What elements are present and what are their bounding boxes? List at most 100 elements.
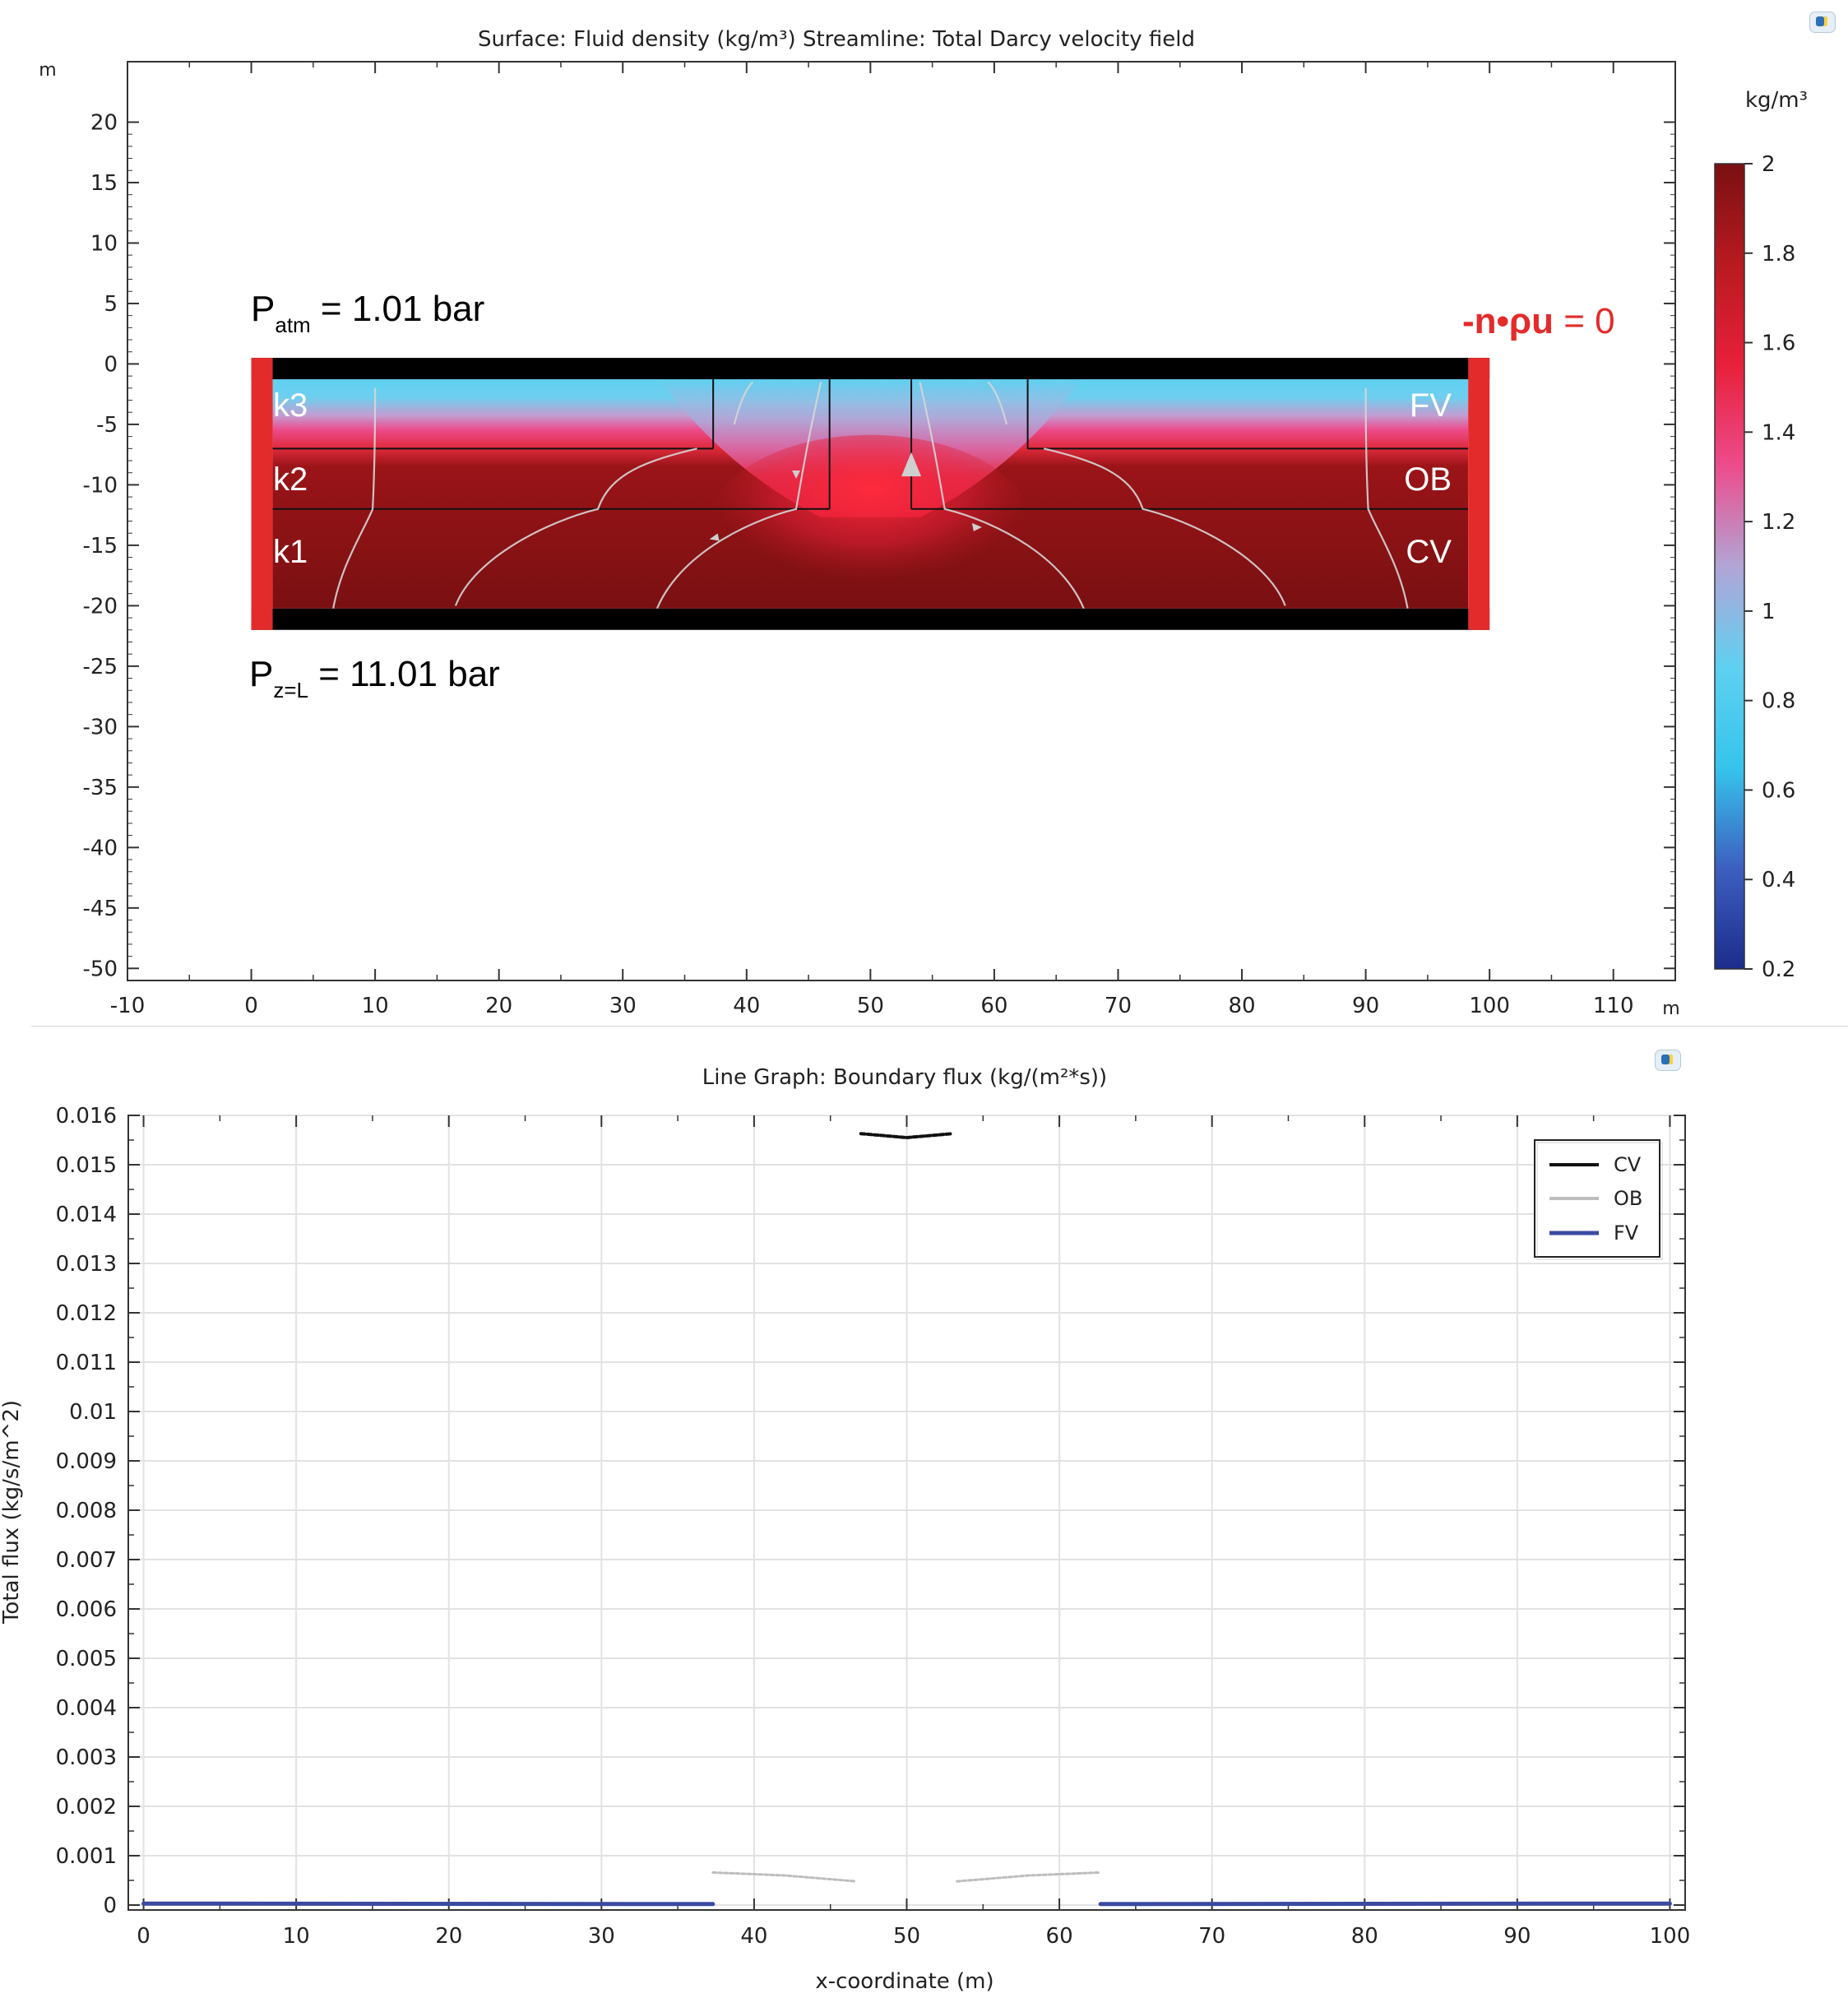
streamline xyxy=(652,382,822,619)
colorbar xyxy=(1714,163,1745,970)
colorbar-ticks: 2 1.8 1.6 1.4 1.2 1 0.8 0.6 0.4 0.2 xyxy=(1744,152,1795,982)
series-line-cv xyxy=(859,1132,955,1140)
graph-ticks: 0 10 20 30 40 50 60 70 80 90 100 0.016 0.015 0.014 0.0… xyxy=(56,1104,1691,1949)
y-tick-label: 10 xyxy=(90,231,118,256)
colorbar-tick-label: 0.6 xyxy=(1762,778,1795,803)
x-tick-label: 70 xyxy=(1105,994,1132,1018)
y-axis-label: Total flux (kg/s/m^2) xyxy=(0,1400,24,1625)
streamline xyxy=(919,382,1088,619)
app-icon xyxy=(1655,1050,1681,1071)
streamline-arrow xyxy=(901,452,922,477)
colorbar-tick-label: 0.2 xyxy=(1762,957,1795,982)
x-tick-label: 90 xyxy=(1503,1924,1531,1949)
graph-grid xyxy=(128,1115,1685,1910)
colorbar-tick-label: 1.6 xyxy=(1762,331,1795,356)
density-plot: Surface: Fluid density (kg/m³) Streamlin… xyxy=(39,27,1808,1019)
colorbar-unit: kg/m³ xyxy=(1745,88,1808,113)
y-tick-label: 0.011 xyxy=(56,1351,117,1375)
x-tick-label: 50 xyxy=(893,1924,920,1949)
x-tick-label: 80 xyxy=(1351,1924,1378,1949)
graph-title: Line Graph: Boundary flux (kg/(m²*s)) xyxy=(702,1065,1107,1090)
x-tick-label: 0 xyxy=(137,1924,151,1949)
y-tick-label: 0.001 xyxy=(56,1844,117,1869)
y-tick-label: -30 xyxy=(83,715,118,739)
region-label-fv: FV xyxy=(1410,387,1452,424)
x-axis-label: x-coordinate (m) xyxy=(815,1969,993,1994)
x-tick-label: 0 xyxy=(244,994,258,1018)
streamline-arrow xyxy=(971,522,982,531)
legend-label-fv: FV xyxy=(1614,1222,1639,1245)
y-tick-label: 0.004 xyxy=(56,1696,117,1721)
streamline xyxy=(987,381,1008,425)
colorbar-tick-label: 1.4 xyxy=(1762,420,1795,445)
series-line-fv xyxy=(1098,1901,1672,1907)
bottom-pressure-annotation: Pz=L = 11.01 bar xyxy=(249,654,500,702)
x-tick-label: 80 xyxy=(1228,994,1255,1018)
x-tick-label: 110 xyxy=(1593,994,1634,1018)
bottom-boundary xyxy=(251,608,1490,630)
y-tick-label: 0.007 xyxy=(56,1548,117,1573)
x-tick-label: 40 xyxy=(733,994,760,1018)
x-tick-label: 90 xyxy=(1352,994,1379,1018)
y-tick-label: 0.016 xyxy=(56,1104,117,1129)
x-tick-label: 30 xyxy=(609,994,637,1018)
series-line-ob xyxy=(711,1871,858,1883)
y-tick-label: -50 xyxy=(83,957,118,981)
x-tick-label: 70 xyxy=(1198,1924,1225,1949)
legend-label-cv: CV xyxy=(1614,1153,1642,1176)
graph-series xyxy=(141,1132,1672,1907)
right-side-boundary xyxy=(1468,358,1490,630)
y-tick-label: 0 xyxy=(104,352,118,377)
y-tick-label: -35 xyxy=(83,776,118,800)
x-tick-label: 20 xyxy=(435,1924,462,1949)
x-tick-label: 30 xyxy=(588,1924,615,1949)
legend: CV OB FV xyxy=(1534,1139,1663,1260)
streamline-arrow xyxy=(792,471,801,480)
y-tick-label: -40 xyxy=(83,836,118,860)
layer-boundaries xyxy=(272,379,1469,510)
y-tick-label: 0.008 xyxy=(56,1499,117,1523)
streamline xyxy=(1043,447,1286,606)
y-tick-label: 0.013 xyxy=(56,1252,117,1277)
porous-domain xyxy=(251,358,1490,630)
y-tick-label: -10 xyxy=(83,473,118,498)
x-tick-label: 60 xyxy=(1046,1924,1073,1949)
x-tick-label: 100 xyxy=(1650,1924,1691,1949)
streamline-arrow xyxy=(709,533,720,541)
y-tick-label: -15 xyxy=(83,534,118,559)
colorbar-tick-label: 1.8 xyxy=(1762,242,1795,267)
x-tick-label: 10 xyxy=(362,994,389,1018)
y-tick-label: 0.01 xyxy=(69,1400,117,1425)
streamline xyxy=(454,447,697,606)
y-tick-label: 0.014 xyxy=(56,1203,117,1227)
top-axis-ticks: -10 0 10 20 30 40 50 60 70 80 90 100 11020151050-5-1… xyxy=(83,62,1676,1018)
x-tick-label: 40 xyxy=(740,1924,767,1949)
app-icon xyxy=(1809,12,1836,33)
flux-line-graph: Line Graph: Boundary flux (kg/(m²*s)) 0 1… xyxy=(0,1065,1690,1994)
y-tick-label: -45 xyxy=(83,897,118,921)
y-tick-label: 0.006 xyxy=(56,1597,117,1622)
y-tick-label: 5 xyxy=(104,292,118,317)
streamline xyxy=(733,381,754,425)
colorbar-tick-label: 0.8 xyxy=(1762,689,1795,714)
x-tick-label: 10 xyxy=(283,1924,310,1949)
y-tick-label: -5 xyxy=(96,413,118,438)
x-tick-label: -10 xyxy=(110,994,145,1018)
x-unit-label: m xyxy=(1662,999,1679,1019)
colorbar-tick-label: 1.2 xyxy=(1762,510,1795,535)
y-tick-label: 0.012 xyxy=(56,1301,117,1326)
plot-title: Surface: Fluid density (kg/m³) Streamlin… xyxy=(478,27,1195,52)
y-tick-label: -20 xyxy=(83,594,118,619)
colorbar-tick-label: 0.4 xyxy=(1762,868,1795,892)
density-hotspot xyxy=(709,434,1032,609)
left-side-boundary xyxy=(251,358,273,630)
y-tick-label: 0.015 xyxy=(56,1153,117,1178)
y-tick-label: 0.009 xyxy=(56,1449,117,1474)
x-tick-label: 50 xyxy=(857,994,884,1018)
colorbar-tick-label: 1 xyxy=(1762,600,1776,624)
y-tick-label: -25 xyxy=(83,655,118,679)
streamline xyxy=(1364,387,1410,619)
y-tick-label: 0.005 xyxy=(56,1647,117,1671)
top-boundary xyxy=(251,358,1490,380)
